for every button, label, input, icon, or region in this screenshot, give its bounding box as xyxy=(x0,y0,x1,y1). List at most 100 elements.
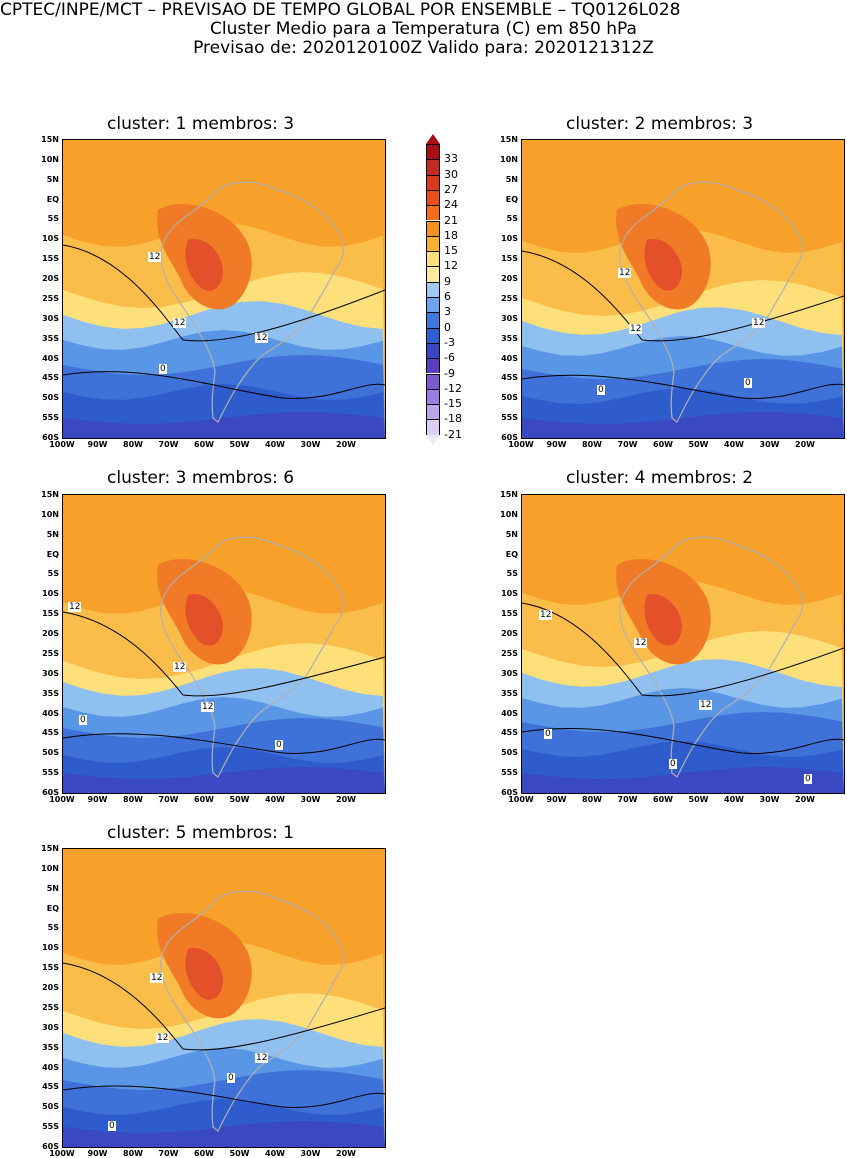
y-tick-label: 40S xyxy=(42,353,59,363)
colorbar-segment xyxy=(426,327,440,343)
y-tick-label: 40S xyxy=(501,353,518,363)
contour-label: 12 xyxy=(201,702,215,712)
figure-dates: Previsao de: 2020120100Z Valido para: 20… xyxy=(193,38,654,58)
colorbar-segment xyxy=(426,297,440,313)
x-tick-label: 90W xyxy=(87,440,108,449)
contour-12 xyxy=(522,602,844,697)
contour-label: 12 xyxy=(173,318,187,328)
y-tick-label: EQ xyxy=(505,194,518,204)
y-tick-label: 60S xyxy=(501,433,518,442)
y-tick-label: 30S xyxy=(42,668,59,678)
x-tick-label: 50W xyxy=(688,795,709,804)
colorbar-label: 9 xyxy=(444,274,451,288)
x-tick-label: 40W xyxy=(265,440,285,449)
y-tick-label: 30S xyxy=(501,313,518,323)
colorbar-label: 30 xyxy=(444,167,458,181)
x-tick-label: 80W xyxy=(582,795,602,804)
x-tick-label: 80W xyxy=(123,440,143,449)
y-tick-label: 45S xyxy=(42,373,59,383)
y-tick-label: EQ xyxy=(46,194,59,204)
y-tick-label: 35S xyxy=(42,1042,59,1052)
warm-core-21 xyxy=(185,948,223,1000)
contour-label: 12 xyxy=(629,324,643,334)
y-tick-label: 5S xyxy=(506,569,518,579)
colorbar-label: 27 xyxy=(444,182,458,196)
y-tick-label: 10S xyxy=(42,234,59,244)
colorbar-label: -6 xyxy=(444,351,455,365)
y-tick-label: 5S xyxy=(47,923,59,933)
y-tick-label: 35S xyxy=(42,688,59,698)
colorbar-label: -12 xyxy=(444,381,462,395)
x-tick-label: 80W xyxy=(123,1149,143,1158)
temperature-map-5: 12 12 12 0 0 xyxy=(62,848,386,1148)
temp-band-tm6 xyxy=(522,412,844,438)
figure-subtitle: Cluster Medio para a Temperatura (C) em … xyxy=(210,19,637,39)
y-tick-label: 30S xyxy=(42,313,59,323)
contour-label: 12 xyxy=(634,638,648,648)
x-tick-label: 50W xyxy=(229,440,250,449)
colorbar-segment xyxy=(426,235,440,252)
x-tick-label: 100W xyxy=(508,440,534,449)
y-tick-label: 55S xyxy=(42,1122,59,1132)
contour-label: 0 xyxy=(597,385,605,395)
y-tick-label: 50S xyxy=(501,393,518,403)
y-tick-label: 55S xyxy=(501,413,518,423)
y-tick-label: 5N xyxy=(46,883,59,893)
x-tick-label: 100W xyxy=(49,1149,75,1158)
map-field-1 xyxy=(63,140,385,438)
y-tick-label: 10N xyxy=(500,509,518,519)
colorbar-segment xyxy=(426,281,440,297)
x-tick-label: 40W xyxy=(724,795,744,804)
y-tick-label: 50S xyxy=(501,748,518,758)
y-tick-label: 10N xyxy=(41,863,59,873)
temp-band-tm6 xyxy=(63,412,385,438)
contour-0 xyxy=(522,727,844,754)
x-tick-label: 60W xyxy=(653,795,673,804)
x-tick-label: 20W xyxy=(795,440,815,449)
y-tick-label: 15N xyxy=(500,135,518,144)
y-tick-label: 50S xyxy=(42,1102,59,1112)
colorbar-label: 33 xyxy=(444,152,458,166)
y-tick-label: 20S xyxy=(501,274,518,284)
x-tick-label: 70W xyxy=(158,440,179,449)
y-tick-label: 30S xyxy=(42,1022,59,1032)
warm-core-21 xyxy=(185,239,223,291)
colorbar-label: 0 xyxy=(444,320,451,334)
y-tick-label: 10S xyxy=(42,943,59,953)
y-tick-label: EQ xyxy=(46,903,59,913)
x-tick-label: 90W xyxy=(87,1149,108,1158)
x-tick-label: 70W xyxy=(617,795,638,804)
y-tick-label: 15N xyxy=(41,135,59,144)
y-tick-label: 10S xyxy=(42,589,59,599)
x-tick-label: 40W xyxy=(724,440,744,449)
y-tick-label: 40S xyxy=(42,1062,59,1072)
contour-label: 0 xyxy=(744,378,752,388)
colorbar-label: -21 xyxy=(444,427,462,441)
colorbar-bottom-arrow xyxy=(426,434,440,445)
map-field-4 xyxy=(522,495,844,793)
y-tick-label: 50S xyxy=(42,393,59,403)
colorbar-segment xyxy=(426,312,440,328)
contour-label: 12 xyxy=(150,973,164,983)
y-tick-label: 35S xyxy=(42,333,59,343)
y-tick-label: 40S xyxy=(501,708,518,718)
y-tick-label: 20S xyxy=(42,274,59,284)
x-tick-label: 30W xyxy=(759,795,780,804)
colorbar-label: -18 xyxy=(444,412,462,426)
x-tick-label: 100W xyxy=(49,795,75,804)
contour-label: 12 xyxy=(539,610,553,620)
colorbar-segment xyxy=(426,358,440,374)
x-tick-label: 90W xyxy=(87,795,108,804)
x-tick-label: 20W xyxy=(336,440,356,449)
contour-label: 0 xyxy=(669,759,677,769)
y-tick-label: 45S xyxy=(42,728,59,738)
y-tick-label: 15S xyxy=(501,609,518,619)
y-tick-label: 40S xyxy=(42,708,59,718)
y-tick-label: 60S xyxy=(501,788,518,797)
x-tick-label: 50W xyxy=(229,795,250,804)
contour-label: 0 xyxy=(544,729,552,739)
x-tick-label: 20W xyxy=(795,795,815,804)
y-tick-label: 25S xyxy=(42,293,59,303)
x-tick-label: 30W xyxy=(759,440,780,449)
y-tick-label: 25S xyxy=(42,648,59,658)
